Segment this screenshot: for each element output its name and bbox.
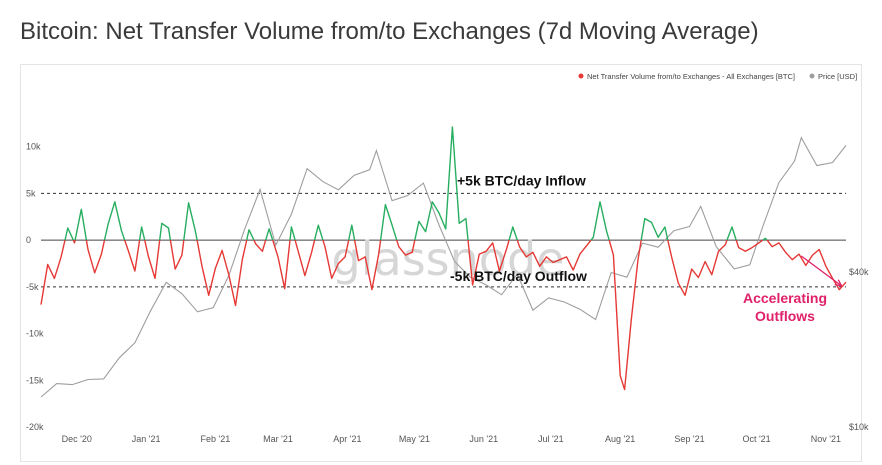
x-tick-label: Jan '21 <box>132 434 161 444</box>
annotations: +5k BTC/day Inflow -5k BTC/day Outflow Acc… <box>450 172 843 324</box>
net-volume-inflow-segment <box>762 237 768 241</box>
x-tick-label: Jun '21 <box>469 434 498 444</box>
net-volume-inflow-segment <box>183 202 198 241</box>
net-volume-series <box>40 126 847 391</box>
net-volume-inflow-segment <box>103 201 126 241</box>
net-volume-inflow-segment <box>414 126 469 241</box>
accelerating-outflows-label: Outflows <box>755 308 815 324</box>
net-volume-outflow-segment <box>608 239 642 391</box>
x-tick-label: May '21 <box>399 434 430 444</box>
net-volume-outflow-segment <box>85 239 106 274</box>
y-axis-right: $40k $10k <box>849 267 869 432</box>
net-volume-inflow-segment <box>64 227 74 241</box>
net-volume-inflow-segment <box>313 224 324 241</box>
net-volume-inflow-segment <box>508 226 518 241</box>
x-tick-label: Feb '21 <box>201 434 231 444</box>
reference-lines <box>41 192 846 288</box>
net-volume-inflow-segment <box>379 203 398 241</box>
net-volume-inflow-segment <box>246 229 255 241</box>
net-volume-inflow-segment <box>289 226 296 241</box>
watermark: glassnode <box>332 232 565 286</box>
net-volume-inflow-segment <box>590 201 610 241</box>
legend-swatch-net <box>578 73 584 79</box>
net-volume-outflow-segment <box>667 239 728 296</box>
net-volume-inflow-segment <box>726 226 737 241</box>
net-volume-inflow-segment <box>640 217 669 241</box>
y-tick-label: -10k <box>26 329 44 339</box>
watermark-group: glassnode <box>332 232 565 286</box>
page-title: Bitcoin: Net Transfer Volume from/to Exc… <box>20 18 759 45</box>
legend-label-net: Net Transfer Volume from/to Exchanges - … <box>587 72 795 81</box>
y-tick-label: 10k <box>26 142 41 152</box>
y-tick-label: -5k <box>26 282 39 292</box>
legend: Net Transfer Volume from/to Exchanges - … <box>578 72 857 81</box>
x-tick-label: Mar '21 <box>263 434 293 444</box>
net-volume-outflow-segment <box>124 239 141 272</box>
net-volume-outflow-segment <box>516 239 592 271</box>
net-volume-outflow-segment <box>196 239 248 307</box>
x-tick-label: Jul '21 <box>538 434 564 444</box>
inflow-annotation: +5k BTC/day Inflow <box>457 172 586 188</box>
y-tick-label: 0 <box>26 235 31 245</box>
net-volume-outflow-segment <box>735 239 764 252</box>
y-right-tick-label: $10k <box>849 422 869 432</box>
net-volume-inflow-segment <box>159 222 172 241</box>
outflow-arrow-head <box>834 279 843 287</box>
net-volume-outflow-segment <box>766 239 847 291</box>
outflow-arrow-line <box>800 255 842 287</box>
accelerating-outflows-label: Accelerating <box>743 290 827 306</box>
y-tick-label: 5k <box>26 188 36 198</box>
net-volume-outflow-segment <box>396 239 416 256</box>
y-tick-label: -20k <box>26 422 44 432</box>
x-axis: Dec '20 Jan '21 Feb '21 Mar '21 Apr '21 May '… <box>62 434 841 444</box>
net-volume-inflow-segment <box>348 224 356 241</box>
y-tick-label: -15k <box>26 375 44 385</box>
net-volume-outflow-segment <box>467 239 510 286</box>
legend-label-price: Price [USD] <box>818 72 857 81</box>
x-tick-label: Oct '21 <box>742 434 770 444</box>
net-volume-outflow-segment <box>144 239 161 280</box>
net-volume-inflow-segment <box>138 226 146 241</box>
net-volume-inflow-segment <box>265 228 274 241</box>
outflow-annotation: -5k BTC/day Outflow <box>450 268 587 284</box>
net-volume-outflow-segment <box>253 239 267 252</box>
net-volume-outflow-segment <box>169 239 185 270</box>
net-volume-outflow-segment <box>322 239 350 280</box>
legend-swatch-price <box>809 73 815 79</box>
x-tick-label: Apr '21 <box>333 434 361 444</box>
chart-frame <box>20 64 862 462</box>
net-volume-outflow-segment <box>72 239 76 244</box>
net-volume-outflow-segment <box>40 239 66 305</box>
y-right-tick-label: $40k <box>849 267 869 277</box>
x-tick-label: Aug '21 <box>605 434 635 444</box>
net-volume-inflow-segment <box>74 208 88 241</box>
net-volume-outflow-segment <box>272 239 291 290</box>
x-tick-label: Dec '20 <box>62 434 92 444</box>
x-tick-label: Sep '21 <box>674 434 704 444</box>
net-volume-outflow-segment <box>294 239 316 277</box>
net-volume-outflow-segment <box>353 239 382 291</box>
x-tick-label: Nov '21 <box>811 434 841 444</box>
y-axis-left: 10k 5k 0 -5k -10k -15k -20k <box>26 142 44 432</box>
